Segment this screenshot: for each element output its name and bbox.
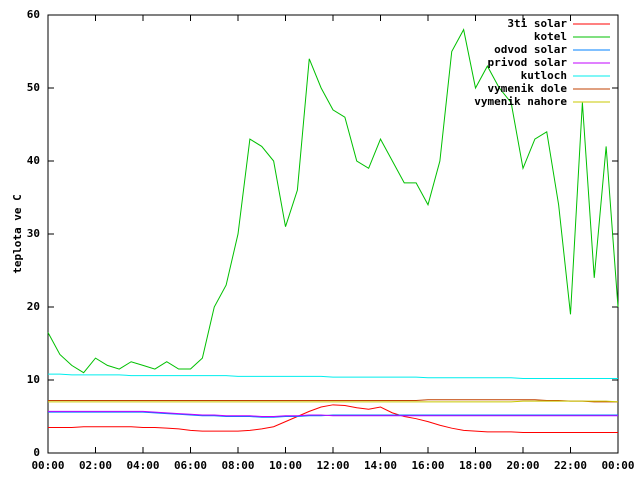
legend-label: odvod solar (494, 43, 567, 56)
x-tick-label: 10:00 (269, 459, 302, 472)
legend-label: vymenik nahore (474, 95, 567, 108)
legend-label: 3ti solar (507, 17, 567, 30)
x-tick-label: 00:00 (31, 459, 64, 472)
y-axis-label: teplota ve C (11, 194, 24, 273)
series-line (48, 399, 618, 403)
x-tick-label: 12:00 (316, 459, 349, 472)
series-line (48, 410, 618, 417)
y-tick-label: 20 (27, 300, 40, 313)
y-tick-label: 30 (27, 227, 40, 240)
x-tick-label: 16:00 (411, 459, 444, 472)
legend-label: vymenik dole (488, 82, 568, 95)
x-tick-label: 22:00 (554, 459, 587, 472)
y-tick-label: 50 (27, 81, 40, 94)
y-tick-label: 40 (27, 154, 40, 167)
x-tick-label: 20:00 (506, 459, 539, 472)
series-line (48, 411, 618, 418)
x-tick-label: 18:00 (459, 459, 492, 472)
x-tick-label: 08:00 (221, 459, 254, 472)
series-line (47, 28, 619, 374)
legend-label: kutloch (521, 69, 567, 82)
x-tick-label: 04:00 (126, 459, 159, 472)
y-tick-label: 10 (27, 373, 40, 386)
x-tick-label: 02:00 (79, 459, 112, 472)
x-tick-label: 00:00 (601, 459, 634, 472)
legend-label: kotel (534, 30, 567, 43)
x-tick-label: 06:00 (174, 459, 207, 472)
series-line (48, 400, 619, 403)
legend-label: privod solar (488, 56, 568, 69)
x-tick-label: 14:00 (364, 459, 397, 472)
series-line (48, 404, 618, 434)
y-tick-label: 0 (33, 446, 40, 459)
series-line (48, 373, 618, 380)
y-tick-label: 60 (27, 8, 40, 21)
